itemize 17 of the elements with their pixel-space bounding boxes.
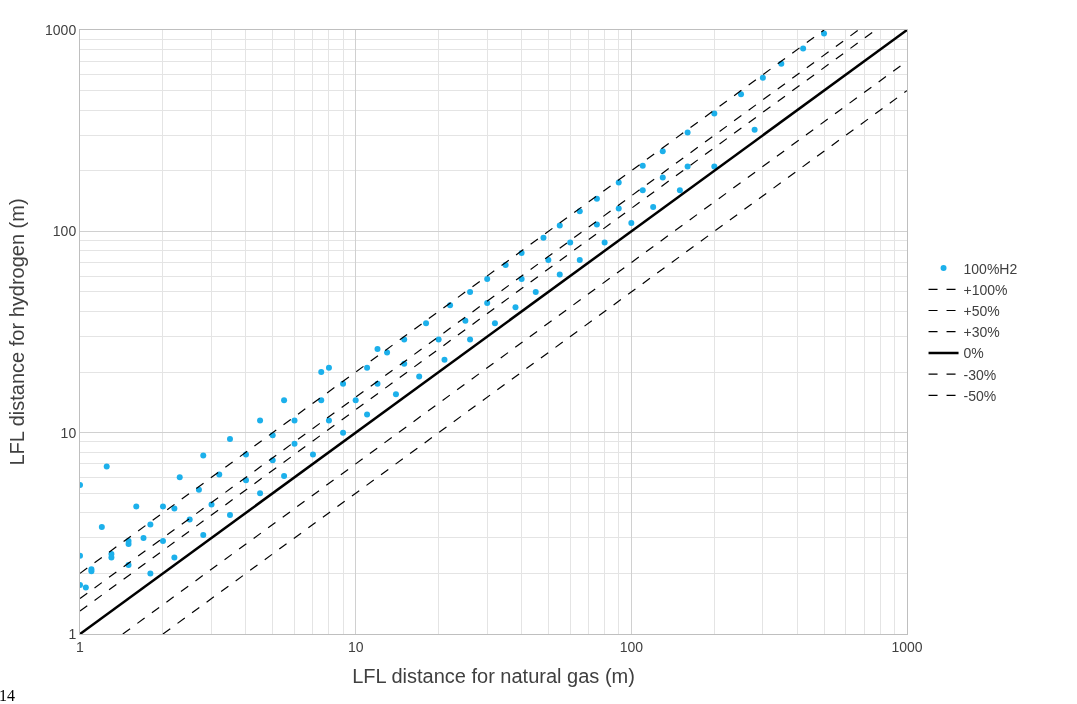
legend-label: 0% [963,345,984,362]
legend-label: +100% [963,281,1008,298]
legend-label: +50% [963,302,1000,319]
text: 14 [0,687,15,704]
y-tick-label: 10 [60,424,77,441]
legend-label: +30% [963,324,1000,341]
y-tick-label: 1 [68,625,77,642]
x-tick-label: 100 [619,638,644,655]
x-tick-label: 10 [347,638,364,655]
y-tick-label: 1000 [45,21,77,38]
y-axis-title: LFL distance for hydrogen (m) [5,198,28,466]
legend-label: -50% [963,387,997,404]
y-tick-label: 100 [52,223,77,240]
legend-label: 100%H2 [963,260,1018,277]
legend-label: -30% [963,366,997,383]
x-axis-title: LFL distance for natural gas (m) [352,665,635,688]
x-tick-label: 1000 [891,638,923,655]
